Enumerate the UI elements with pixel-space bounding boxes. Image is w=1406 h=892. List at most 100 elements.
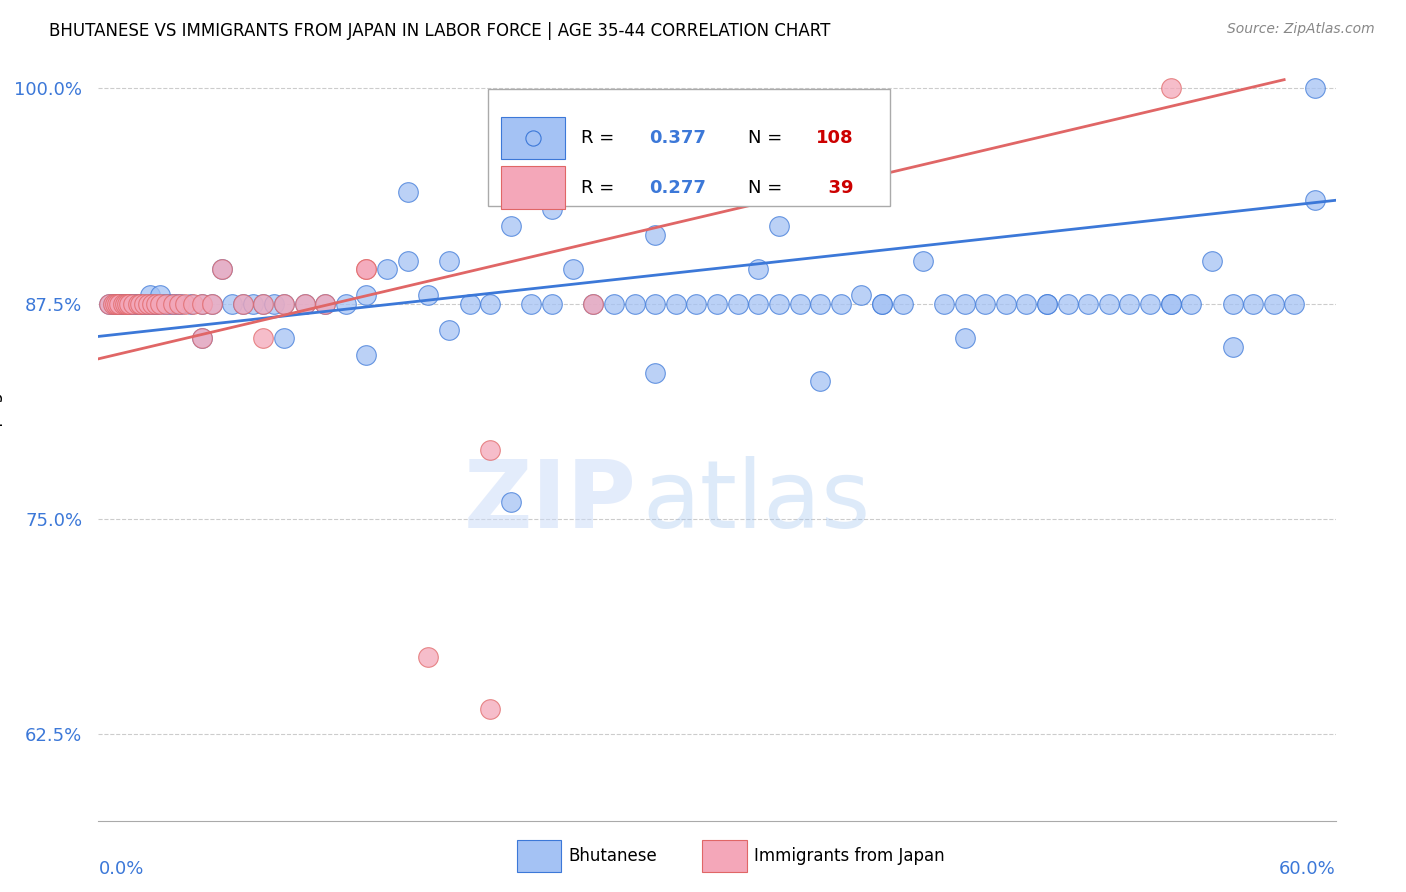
Point bbox=[1263, 296, 1285, 310]
Point bbox=[155, 296, 177, 310]
Point bbox=[148, 296, 170, 310]
Point bbox=[294, 296, 316, 310]
Point bbox=[1303, 81, 1326, 95]
Point bbox=[162, 296, 184, 310]
Point bbox=[211, 262, 233, 277]
Point bbox=[768, 219, 790, 234]
Point bbox=[437, 322, 460, 336]
Point bbox=[118, 296, 141, 310]
Point bbox=[1201, 253, 1223, 268]
Point bbox=[644, 227, 666, 242]
Point bbox=[242, 296, 264, 310]
Point bbox=[141, 296, 163, 310]
Point bbox=[479, 296, 502, 310]
Point bbox=[561, 262, 583, 277]
Point bbox=[499, 219, 522, 234]
Point bbox=[499, 495, 522, 509]
Point bbox=[356, 288, 378, 302]
Point bbox=[1118, 296, 1140, 310]
Point bbox=[132, 296, 155, 310]
Point bbox=[541, 202, 564, 216]
Point bbox=[396, 185, 419, 199]
Point bbox=[114, 296, 136, 310]
Point bbox=[294, 296, 316, 310]
Point bbox=[706, 296, 728, 310]
Point bbox=[117, 296, 139, 310]
FancyBboxPatch shape bbox=[501, 117, 565, 160]
Point bbox=[356, 348, 378, 362]
Point bbox=[145, 296, 167, 310]
Point bbox=[157, 296, 180, 310]
Point bbox=[174, 296, 197, 310]
Point bbox=[273, 331, 295, 345]
Text: N =: N = bbox=[748, 129, 787, 147]
Point bbox=[953, 296, 976, 310]
Text: 60.0%: 60.0% bbox=[1279, 860, 1336, 878]
Point bbox=[104, 296, 127, 310]
Point bbox=[356, 262, 378, 277]
FancyBboxPatch shape bbox=[702, 840, 747, 872]
Point bbox=[136, 296, 159, 310]
Point bbox=[167, 296, 190, 310]
Point bbox=[149, 288, 172, 302]
Point bbox=[623, 296, 645, 310]
Text: BHUTANESE VS IMMIGRANTS FROM JAPAN IN LABOR FORCE | AGE 35-44 CORRELATION CHART: BHUTANESE VS IMMIGRANTS FROM JAPAN IN LA… bbox=[49, 22, 831, 40]
Point bbox=[273, 296, 295, 310]
Point bbox=[1139, 296, 1161, 310]
Point bbox=[851, 288, 873, 302]
Point bbox=[479, 443, 502, 458]
Point bbox=[101, 296, 124, 310]
Point bbox=[232, 296, 254, 310]
Point bbox=[153, 296, 176, 310]
Point bbox=[190, 331, 212, 345]
Point bbox=[128, 296, 150, 310]
Point bbox=[458, 296, 481, 310]
Point bbox=[1036, 296, 1059, 310]
Text: Immigrants from Japan: Immigrants from Japan bbox=[754, 847, 945, 865]
Point bbox=[994, 296, 1017, 310]
Text: atlas: atlas bbox=[643, 456, 872, 549]
Point bbox=[912, 253, 935, 268]
Point bbox=[145, 296, 167, 310]
Point bbox=[314, 296, 336, 310]
Point bbox=[181, 296, 204, 310]
Point bbox=[122, 296, 145, 310]
Point bbox=[603, 296, 626, 310]
Point bbox=[644, 296, 666, 310]
Point bbox=[1180, 296, 1202, 310]
Point bbox=[97, 296, 120, 310]
Point bbox=[221, 296, 243, 310]
Point bbox=[1056, 296, 1078, 310]
Point bbox=[170, 296, 193, 310]
Point bbox=[127, 296, 149, 310]
Point bbox=[418, 649, 440, 664]
Point bbox=[1284, 296, 1306, 310]
Point bbox=[127, 296, 149, 310]
Point bbox=[953, 331, 976, 345]
Point bbox=[1222, 296, 1244, 310]
Point bbox=[932, 296, 955, 310]
Point bbox=[128, 296, 150, 310]
Point bbox=[1222, 340, 1244, 354]
Point bbox=[1077, 296, 1099, 310]
Point bbox=[117, 296, 139, 310]
Y-axis label: In Labor Force | Age 35-44: In Labor Force | Age 35-44 bbox=[0, 322, 3, 561]
Point bbox=[1160, 81, 1182, 95]
Text: 0.0%: 0.0% bbox=[98, 860, 143, 878]
Text: R =: R = bbox=[581, 178, 620, 196]
Text: N =: N = bbox=[748, 178, 787, 196]
Text: Bhutanese: Bhutanese bbox=[568, 847, 658, 865]
Point bbox=[190, 296, 212, 310]
Point bbox=[335, 296, 357, 310]
Point bbox=[1160, 296, 1182, 310]
Point bbox=[768, 296, 790, 310]
Text: R =: R = bbox=[581, 129, 620, 147]
Point bbox=[1160, 296, 1182, 310]
FancyBboxPatch shape bbox=[488, 89, 890, 207]
Point bbox=[582, 296, 605, 310]
Point bbox=[252, 296, 274, 310]
Point bbox=[375, 262, 398, 277]
Text: 0.277: 0.277 bbox=[650, 178, 706, 196]
Point bbox=[180, 296, 202, 310]
Point bbox=[136, 296, 159, 310]
